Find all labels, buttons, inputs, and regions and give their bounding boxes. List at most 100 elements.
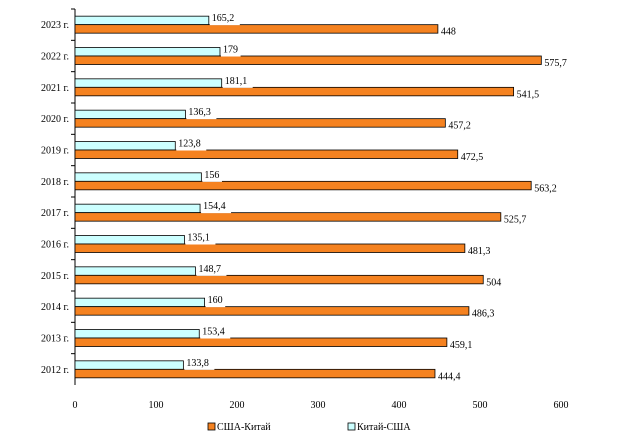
data-label-background (514, 88, 545, 101)
bar-usa-china (74, 149, 459, 159)
data-label-usa-china: 504 (486, 277, 501, 288)
data-label-background (220, 43, 241, 57)
data-label-china-usa: 133,8 (186, 358, 209, 369)
chart-bars (74, 15, 542, 379)
bar-china-usa (74, 235, 185, 245)
category-label: 2019 г. (41, 146, 69, 157)
x-tick-label: 600 (554, 400, 569, 411)
legend-item-china-usa-swatch (347, 422, 356, 431)
data-label-background (465, 245, 496, 257)
category-label: 2017 г. (41, 208, 69, 219)
data-label-china-usa: 165,2 (212, 13, 235, 24)
chart-legend: США-Китай Китай-США (207, 422, 411, 433)
bar-usa-china (74, 243, 466, 253)
data-label-china-usa: 153,4 (202, 327, 225, 338)
category-label: 2014 г. (41, 302, 69, 313)
category-label: 2022 г. (41, 52, 69, 63)
data-label-background (209, 12, 240, 26)
bar-china-usa (74, 297, 206, 308)
bar-china-usa (74, 141, 176, 151)
data-label-background (196, 262, 227, 276)
data-label-background (542, 57, 573, 69)
bar-china-usa (74, 203, 201, 214)
data-label-usa-china: 459,1 (450, 340, 473, 351)
bar-china-usa (74, 78, 223, 88)
x-tick-label: 0 (73, 400, 78, 411)
data-label-china-usa: 136,3 (188, 107, 211, 118)
bar-china-usa (74, 329, 200, 339)
category-label: 2021 г. (41, 83, 69, 94)
x-tick-label: 300 (311, 400, 326, 411)
category-label: 2023 г. (41, 20, 69, 31)
legend-item-usa-china-label: США-Китай (217, 422, 271, 433)
data-label-china-usa: 123,8 (178, 139, 201, 150)
category-label: 2016 г. (41, 240, 69, 251)
bar-usa-china (74, 337, 448, 347)
data-label-background (186, 106, 217, 120)
data-label-china-usa: 160 (208, 295, 223, 306)
bar-usa-china (74, 24, 439, 34)
x-tick-label: 500 (473, 400, 488, 411)
data-label-usa-china: 486,3 (472, 309, 495, 320)
data-label-usa-china: 575,7 (544, 58, 567, 69)
data-label-usa-china: 444,4 (438, 371, 461, 382)
bar-usa-china (74, 180, 532, 191)
data-label-china-usa: 154,4 (203, 201, 226, 212)
data-label-background (201, 200, 232, 214)
data-label-background (185, 231, 216, 245)
bar-usa-china (74, 55, 542, 65)
data-label-usa-china: 448 (441, 27, 456, 38)
bar-china-usa (74, 15, 210, 26)
data-label-background (447, 339, 478, 351)
data-label-background (532, 182, 563, 195)
bar-usa-china (74, 118, 446, 128)
data-label-usa-china: 457,2 (448, 121, 471, 132)
data-label-china-usa: 156 (204, 170, 219, 181)
bar-usa-china (74, 274, 484, 285)
data-label-background (205, 294, 226, 308)
data-label-background (176, 137, 207, 151)
x-tick-label: 200 (230, 400, 245, 411)
bar-china-usa (74, 109, 186, 120)
data-label-background (446, 119, 477, 132)
chart-axes: 0 100 200 300 400 500 600 2023 г. 2022 г. 2021 г.… (41, 8, 569, 411)
data-label-background (484, 276, 504, 289)
chart-data-labels: 165,2 448 179 575,7 181,1 541,5 136,3 457,2 123,… (176, 12, 573, 383)
data-label-background (458, 151, 489, 163)
data-label-background (438, 25, 459, 38)
category-label: 2020 г. (41, 114, 69, 125)
bar-china-usa (74, 360, 184, 370)
category-label: 2013 г. (41, 334, 69, 345)
data-label-china-usa: 135,1 (187, 233, 210, 244)
bar-china-usa (74, 172, 202, 182)
data-label-usa-china: 525,7 (504, 215, 527, 226)
data-label-background (222, 74, 253, 88)
data-label-usa-china: 563,2 (534, 183, 557, 194)
x-tick-label: 400 (392, 400, 407, 411)
legend-item-usa-china-swatch (207, 422, 216, 431)
category-label: 2012 г. (41, 365, 69, 376)
data-label-china-usa: 181,1 (225, 76, 248, 87)
category-label: 2018 г. (41, 177, 69, 188)
bar-usa-china (74, 86, 515, 97)
bar-usa-china (74, 368, 436, 379)
category-label: 2015 г. (41, 271, 69, 282)
bar-usa-china (74, 212, 502, 222)
bar-china-usa (74, 47, 221, 57)
data-label-background (184, 356, 215, 370)
data-label-background (501, 213, 532, 226)
data-label-background (202, 168, 222, 182)
data-label-usa-china: 481,3 (468, 246, 491, 257)
bar-china-usa (74, 266, 196, 276)
bar-usa-china (74, 306, 470, 316)
x-tick-label: 100 (149, 400, 164, 411)
data-label-usa-china: 472,5 (461, 152, 484, 163)
legend-item-china-usa-label: Китай-США (357, 422, 411, 433)
data-label-background (469, 307, 500, 320)
data-label-background (435, 370, 466, 383)
data-label-china-usa: 148,7 (198, 264, 221, 275)
data-label-china-usa: 179 (223, 45, 238, 56)
data-label-usa-china: 541,5 (517, 89, 540, 100)
data-label-background (200, 325, 231, 339)
